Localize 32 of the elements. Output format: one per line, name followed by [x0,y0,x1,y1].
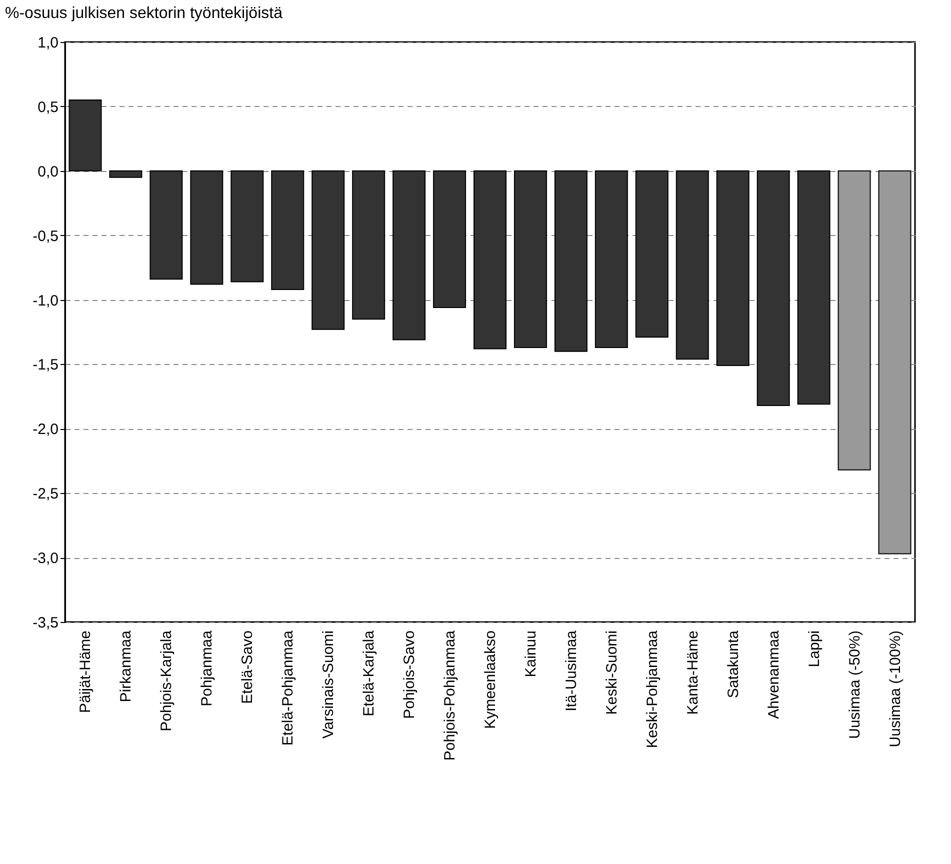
x-tick-label: Pohjois-Savo [401,630,418,719]
x-tick-label: Pohjois-Pohjanmaa [442,630,459,761]
y-tick-label: 0,5 [38,98,58,116]
x-tick-label: Uusimaa (-100%) [886,630,904,748]
x-tick-label: Päijät-Häme [77,630,94,714]
y-tick-label: 1,0 [38,34,58,52]
x-tick-label: Keski-Pohjanmaa [644,630,661,748]
x-tick-label: Varsinais-Suomi [320,630,338,739]
y-tick-label: -3,0 [32,550,58,568]
x-tick-label: Pirkanmaa [118,630,135,702]
y-tick-label: -1,5 [32,356,58,374]
x-tick-label: Uusimaa (-50%) [846,630,864,739]
y-tick-label: 0,0 [38,163,58,180]
chart-title: %-osuus julkisen sektorin työntekijöistä [5,5,283,22]
y-tick-label: -2,0 [32,421,58,438]
y-tick-label: -3,5 [32,614,58,632]
x-tick-label: Etelä-Savo [239,630,256,704]
x-tick-label: Etelä-Pohjanmaa [280,630,297,746]
x-tick-label: Lappi [806,630,823,668]
x-tick-label: Kanta-Häme [684,630,702,715]
x-tick-label: Satakunta [724,630,742,698]
y-tick-label: -1,0 [32,292,58,310]
x-tick-label: Pohjanmaa [198,630,216,706]
x-tick-label: Etelä-Karjala [360,630,378,716]
y-tick-label: -2,5 [32,486,58,503]
x-tick-label: Pohjois-Karjala [158,630,176,732]
x-tick-label: Keski-Suomi [603,630,620,715]
x-tick-label: Ahvenanmaa [765,630,782,719]
x-tick-label: Kymeenlaakso [482,630,499,729]
x-tick-label: Kainuu [522,630,540,678]
x-tick-label: Itä-Uusimaa [562,630,580,712]
y-tick-label: -0,5 [32,228,58,245]
